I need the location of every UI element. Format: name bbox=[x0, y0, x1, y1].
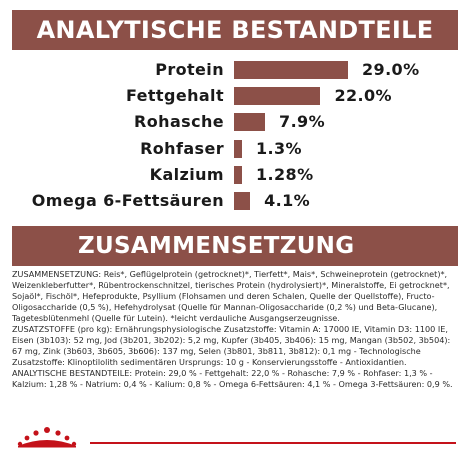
nutrient-label: Protein bbox=[155, 60, 224, 79]
nutrient-value: 1.28% bbox=[256, 164, 314, 184]
nutrient-bar bbox=[234, 87, 321, 106]
nutrient-bar bbox=[234, 192, 251, 210]
analytic-heading: ANALYTISCHE BESTANDTEILE bbox=[12, 10, 458, 50]
chart-row: Fettgehalt 22.0% bbox=[0, 84, 470, 108]
nutrient-label: Fettgehalt bbox=[125, 86, 224, 106]
chart-row: Omega 6-Fettsäuren 4.1% bbox=[0, 189, 470, 213]
chart-row: Rohfaser 1.3% bbox=[0, 137, 470, 161]
nutrient-value: 22.0% bbox=[334, 86, 392, 106]
nutrient-label: Rohfaser bbox=[140, 138, 224, 158]
nutrient-value: 29.0% bbox=[362, 60, 420, 79]
nutrient-value: 4.1% bbox=[264, 191, 311, 210]
chart-row: Kalzium 1.28% bbox=[0, 163, 470, 187]
footer-divider bbox=[90, 442, 456, 444]
nutrient-label: Kalzium bbox=[149, 164, 224, 184]
nutrient-bar bbox=[234, 165, 242, 184]
analytic-paragraph: ANALYTISCHE BESTANDTEILE: Protein: 29,0 … bbox=[12, 367, 453, 389]
nutrient-bar bbox=[234, 139, 242, 158]
composition-heading: ZUSAMMENSETZUNG bbox=[12, 226, 458, 266]
nutrient-bar-chart: Protein 29.0% Fettgehalt 22.0% Rohasche 7.9% R… bbox=[0, 58, 470, 218]
nutrient-label: Rohasche bbox=[134, 112, 224, 132]
nutrient-bar bbox=[234, 61, 348, 79]
nutrient-label: Omega 6-Fettsäuren bbox=[31, 191, 224, 210]
nutrient-bar bbox=[234, 113, 266, 132]
composition-paragraph: ZUSAMMENSETZUNG: Reis*, Geflügelprotein … bbox=[12, 269, 450, 323]
nutrient-value: 7.9% bbox=[279, 112, 326, 132]
nutrient-value: 1.3% bbox=[256, 138, 302, 158]
composition-text: ZUSAMMENSETZUNG: Reis*, Geflügelprotein … bbox=[12, 269, 460, 389]
additives-paragraph: ZUSATZSTOFFE (pro kg): Ernährungsphysiol… bbox=[12, 323, 451, 367]
chart-row: Rohasche 7.9% bbox=[0, 110, 470, 134]
chart-row: Protein 29.0% bbox=[0, 58, 470, 82]
crown-icon bbox=[17, 427, 77, 448]
